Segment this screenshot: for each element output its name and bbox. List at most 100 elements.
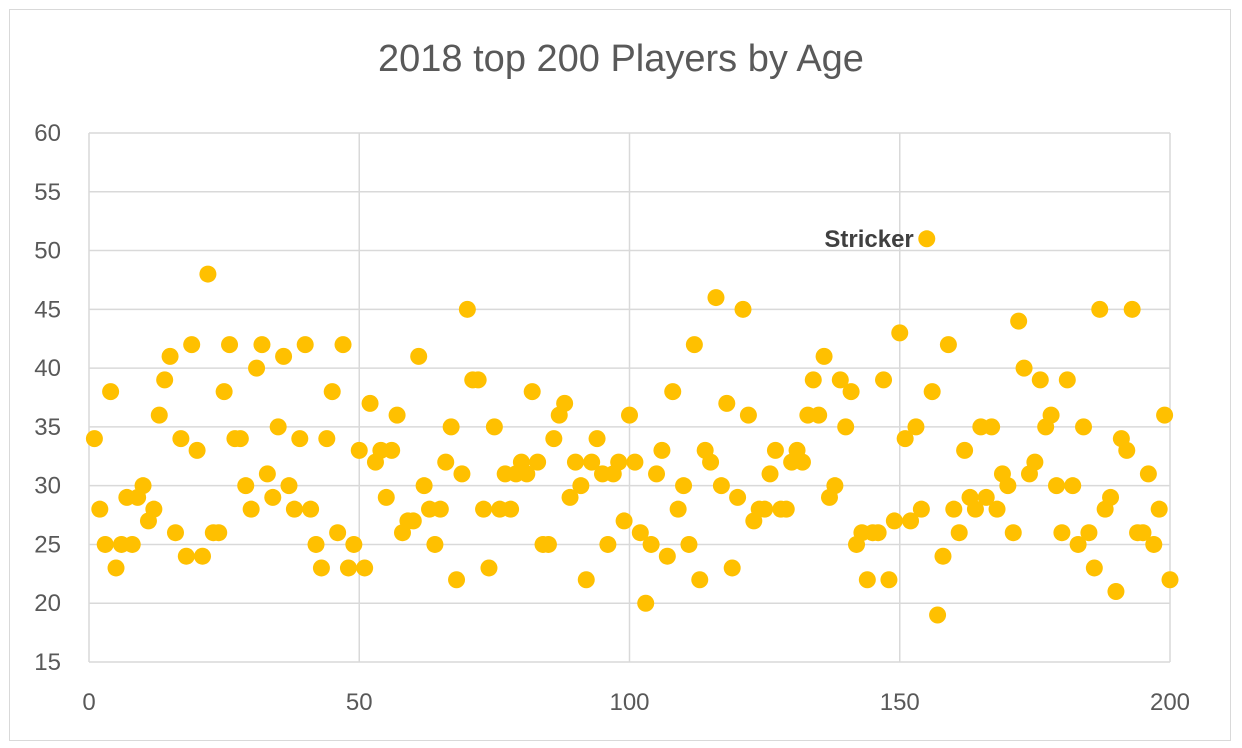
data-point — [934, 547, 952, 565]
data-point — [766, 441, 784, 459]
data-point — [264, 488, 282, 506]
data-point — [929, 606, 947, 624]
data-point — [242, 500, 260, 518]
data-point — [675, 477, 693, 495]
data-point — [577, 571, 595, 589]
data-point — [448, 571, 466, 589]
y-tick-label: 35 — [34, 414, 61, 441]
data-point — [123, 535, 141, 553]
data-point — [610, 453, 628, 471]
data-point — [150, 406, 168, 424]
data-point — [194, 547, 212, 565]
data-point — [658, 547, 676, 565]
data-point — [177, 547, 195, 565]
data-point — [1053, 524, 1071, 542]
data-point — [583, 453, 601, 471]
data-point — [923, 383, 941, 401]
x-tick-label: 150 — [880, 689, 920, 716]
y-tick-label: 30 — [34, 473, 61, 500]
data-point — [712, 477, 730, 495]
data-point — [756, 500, 774, 518]
data-point — [334, 336, 352, 354]
data-point — [253, 336, 271, 354]
data-point — [885, 512, 903, 530]
data-point — [275, 347, 293, 365]
data-point — [545, 430, 563, 448]
data-point — [945, 500, 963, 518]
data-point — [702, 453, 720, 471]
data-point — [480, 559, 498, 577]
data-point — [902, 512, 920, 530]
data-point — [966, 500, 984, 518]
data-point — [1075, 418, 1093, 436]
data-point — [891, 324, 909, 342]
data-point — [831, 371, 849, 389]
data-point — [1091, 300, 1109, 318]
y-tick-label: 50 — [34, 238, 61, 265]
data-point — [280, 477, 298, 495]
annotation-label: Stricker — [824, 226, 913, 253]
data-point — [869, 524, 887, 542]
data-point — [318, 430, 336, 448]
data-point — [983, 418, 1001, 436]
data-point — [907, 418, 925, 436]
data-point — [1123, 300, 1141, 318]
data-point — [458, 300, 476, 318]
data-point — [388, 406, 406, 424]
data-point — [912, 500, 930, 518]
data-point — [626, 453, 644, 471]
data-point — [680, 535, 698, 553]
data-point — [539, 535, 557, 553]
data-point — [956, 441, 974, 459]
data-point — [918, 230, 936, 248]
data-point — [1064, 477, 1082, 495]
data-point — [96, 535, 114, 553]
data-point — [529, 453, 547, 471]
data-point — [166, 524, 184, 542]
data-point — [350, 441, 368, 459]
data-point — [723, 559, 741, 577]
data-point — [377, 488, 395, 506]
annotations: Stricker — [824, 226, 913, 253]
data-point — [329, 524, 347, 542]
data-point — [615, 512, 633, 530]
chart-title: 2018 top 200 Players by Age — [378, 38, 864, 80]
data-point — [950, 524, 968, 542]
data-point — [707, 289, 725, 307]
data-point — [469, 371, 487, 389]
data-point — [588, 430, 606, 448]
data-point — [134, 477, 152, 495]
gridlines — [88, 132, 1171, 663]
data-point — [977, 488, 995, 506]
data-point — [637, 594, 655, 612]
data-point — [1031, 371, 1049, 389]
data-point — [648, 465, 666, 483]
data-point — [361, 394, 379, 412]
data-point — [345, 535, 363, 553]
data-point — [145, 500, 163, 518]
data-point — [383, 441, 401, 459]
data-point — [302, 500, 320, 518]
data-point — [566, 453, 584, 471]
data-point — [631, 524, 649, 542]
data-point — [221, 336, 239, 354]
data-point — [988, 500, 1006, 518]
data-point — [842, 383, 860, 401]
data-point — [621, 406, 638, 424]
data-point — [777, 500, 795, 518]
data-point — [404, 512, 422, 530]
data-point — [664, 383, 682, 401]
data-point — [307, 535, 325, 553]
data-point — [739, 406, 757, 424]
data-point — [91, 500, 109, 518]
data-point — [312, 559, 330, 577]
data-point — [1156, 406, 1174, 424]
data-point — [410, 347, 428, 365]
data-point — [475, 500, 493, 518]
data-point — [188, 441, 206, 459]
data-point — [356, 559, 374, 577]
data-point — [258, 465, 276, 483]
data-point — [875, 371, 893, 389]
data-point — [339, 559, 357, 577]
data-point — [810, 406, 828, 424]
